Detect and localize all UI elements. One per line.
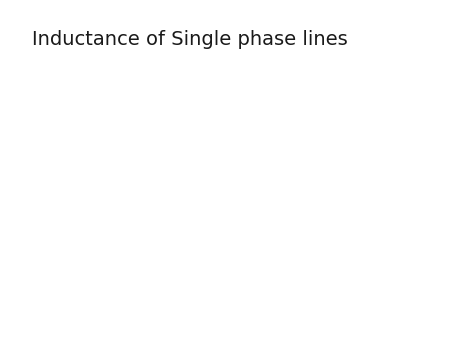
Text: Inductance of Single phase lines: Inductance of Single phase lines xyxy=(32,30,347,49)
